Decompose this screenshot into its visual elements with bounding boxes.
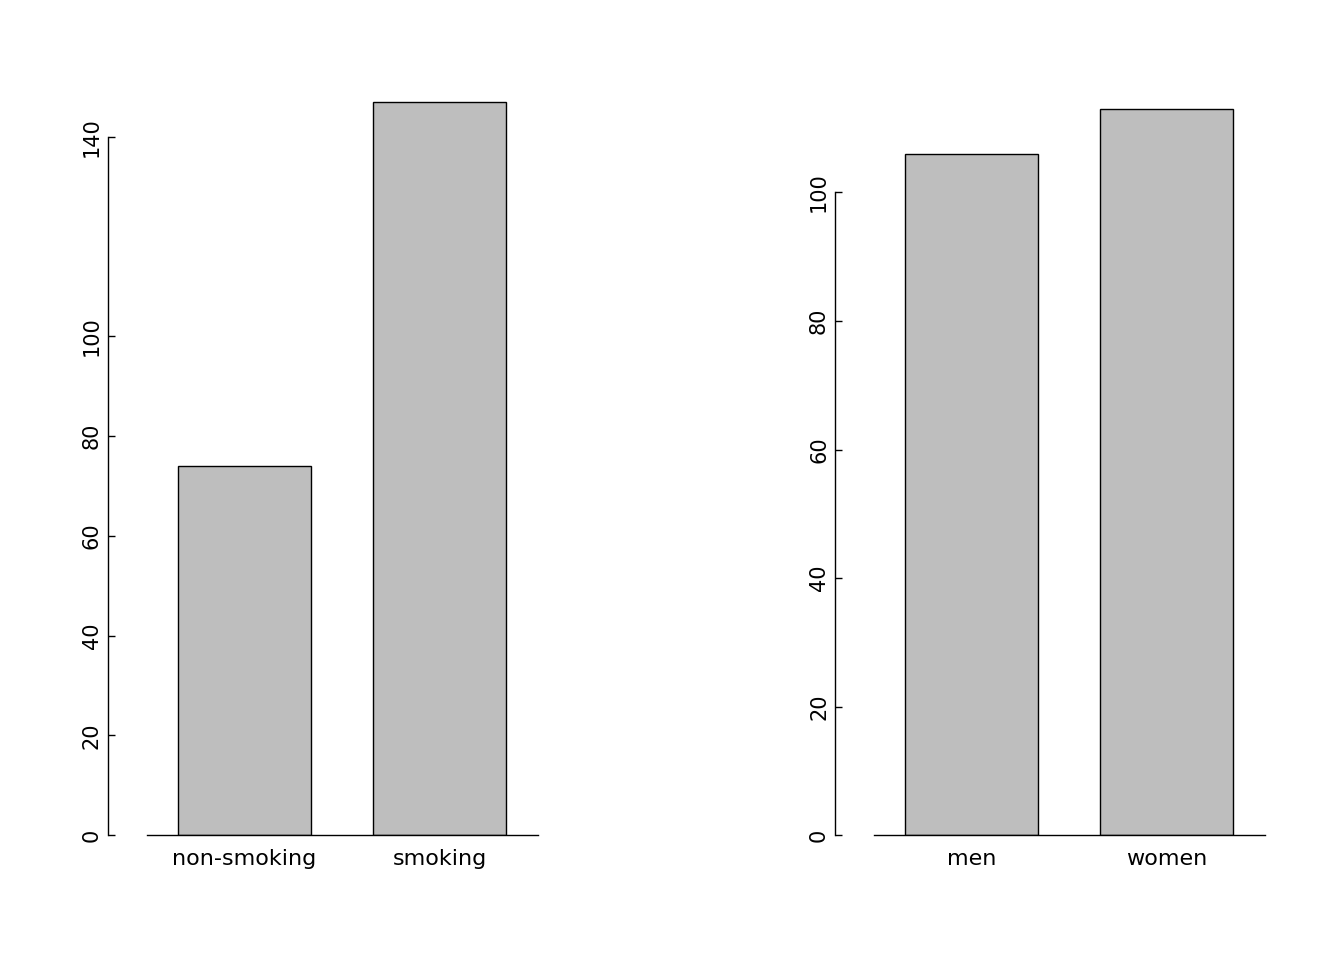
Bar	[177, 466, 310, 835]
Bar	[374, 102, 507, 835]
Bar	[1101, 108, 1234, 835]
Bar	[905, 154, 1038, 835]
